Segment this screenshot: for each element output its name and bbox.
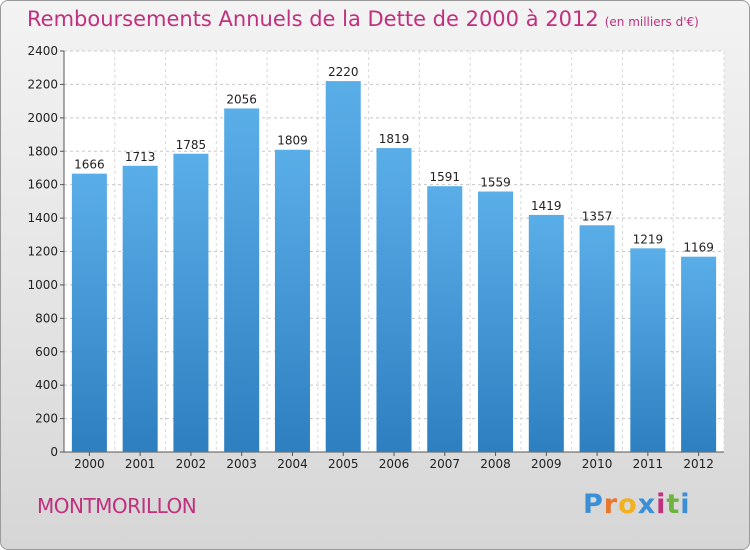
chart-title-text: Remboursements Annuels de la Dette de 20…	[27, 7, 599, 31]
y-tick-label: 1400	[27, 211, 58, 225]
data-label-2010: 1357	[582, 209, 613, 223]
bar-2000	[71, 173, 107, 452]
x-tick-label-2005: 2005	[328, 457, 359, 471]
y-tick-label: 1800	[27, 144, 58, 158]
y-tick-label: 2000	[27, 111, 58, 125]
bar-2004	[274, 149, 310, 452]
bar-2008	[478, 191, 514, 452]
x-tick-label-2008: 2008	[480, 457, 511, 471]
data-label-2006: 1819	[379, 132, 410, 146]
x-tick-label-2009: 2009	[531, 457, 562, 471]
data-label-2011: 1219	[633, 232, 664, 246]
bar-2001	[122, 165, 158, 452]
bar-2006	[376, 148, 412, 452]
data-label-2005: 2220	[328, 65, 359, 79]
y-tick-label: 1000	[27, 278, 58, 292]
x-tick-label-2012: 2012	[683, 457, 714, 471]
y-tick-label: 0	[50, 445, 58, 459]
data-label-2008: 1559	[480, 176, 511, 190]
logo-letter: P	[583, 489, 604, 520]
logo-letter: r	[603, 489, 619, 520]
data-label-2002: 1785	[176, 138, 207, 152]
data-label-2000: 1666	[74, 158, 105, 172]
y-tick-label: 2200	[27, 77, 58, 91]
x-tick-label-2000: 2000	[74, 457, 105, 471]
proxiti-logo: Proxiti	[583, 489, 691, 520]
bar-2003	[224, 108, 260, 452]
bar-2010	[579, 225, 615, 452]
y-tick-label: 800	[35, 311, 58, 325]
chart-title: Remboursements Annuels de la Dette de 20…	[27, 7, 699, 31]
data-label-2001: 1713	[125, 150, 156, 164]
bar-2011	[630, 248, 666, 452]
commune-name: MONTMORILLON	[37, 494, 197, 518]
data-labels: 1666 1713 1785 2056 1809 2220 1819 1591 1559 1419…	[74, 65, 714, 255]
x-tick-label-2001: 2001	[125, 457, 156, 471]
x-tick-label-2004: 2004	[277, 457, 308, 471]
data-label-2009: 1419	[531, 199, 562, 213]
logo-letter: o	[618, 489, 638, 520]
logo-letter: x	[637, 489, 657, 520]
chart-unit-label: (en milliers d'€)	[604, 15, 699, 29]
data-label-2007: 1591	[429, 170, 460, 184]
data-label-2004: 1809	[277, 134, 308, 148]
bar-2012	[681, 256, 717, 452]
y-tick-label: 1600	[27, 178, 58, 192]
x-tick-label-2007: 2007	[429, 457, 460, 471]
bars	[71, 81, 717, 452]
y-tick-label: 400	[35, 378, 58, 392]
logo-letter: i	[680, 489, 691, 520]
x-tick-label-2010: 2010	[582, 457, 613, 471]
logo-letter: t	[666, 489, 681, 520]
data-label-2003: 2056	[226, 92, 257, 106]
x-tick-label-2002: 2002	[176, 457, 207, 471]
y-tick-label: 1200	[27, 245, 58, 259]
x-tick-label-2011: 2011	[633, 457, 664, 471]
data-label-2012: 1169	[683, 241, 714, 255]
bar-2005	[325, 81, 361, 452]
bar-2007	[427, 186, 463, 452]
bar-2009	[528, 214, 564, 452]
y-tick-label: 200	[35, 412, 58, 426]
x-tick-label-2003: 2003	[226, 457, 257, 471]
x-tick-label-2006: 2006	[379, 457, 410, 471]
y-tick-label: 600	[35, 345, 58, 359]
logo-letter: i	[656, 489, 667, 520]
bar-2002	[173, 153, 209, 452]
y-tick-label: 2400	[27, 44, 58, 58]
